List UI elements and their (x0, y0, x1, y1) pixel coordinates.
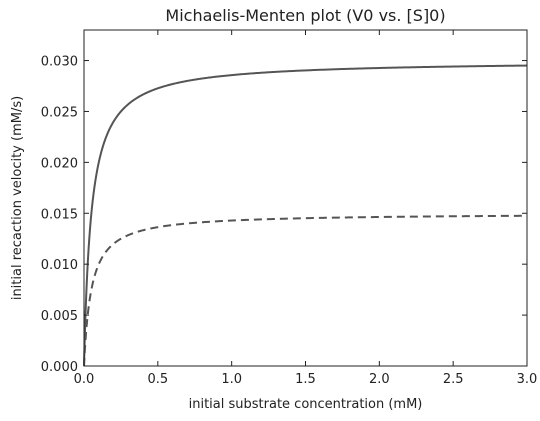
series-line-1 (83, 64, 528, 367)
y-axis-label: initial recaction velocity (mM/s) (10, 96, 25, 300)
chart-title: Michaelis-Menten plot (V0 vs. [S]0) (165, 6, 445, 25)
x-tick-label: 2.5 (443, 372, 464, 387)
series-line-2 (83, 214, 528, 367)
x-tick-label: 1.0 (221, 372, 242, 387)
tick-layer: 0.0 0.5 1.0 1.5 2.0 2.5 3.0 0.000 0.005 0.010 0.01… (41, 30, 538, 387)
y-tick-label: 0.000 (41, 360, 78, 375)
y-tick-label: 0.030 (41, 55, 78, 70)
y-tick-label: 0.025 (41, 105, 78, 120)
y-tick-label: 0.020 (41, 156, 78, 171)
y-tick-label: 0.005 (41, 309, 78, 324)
x-axis-label: initial substrate concentration (mM) (189, 397, 423, 412)
series-layer (83, 64, 528, 367)
x-tick-label: 2.0 (369, 372, 390, 387)
x-tick-label: 0.5 (147, 372, 168, 387)
x-tick-label: 0.0 (74, 372, 95, 387)
y-tick-label: 0.015 (41, 207, 78, 222)
x-tick-label: 3.0 (517, 372, 538, 387)
y-tick-label: 0.010 (41, 258, 78, 273)
plot-frame (83, 29, 528, 367)
x-tick-label: 1.5 (295, 372, 316, 387)
